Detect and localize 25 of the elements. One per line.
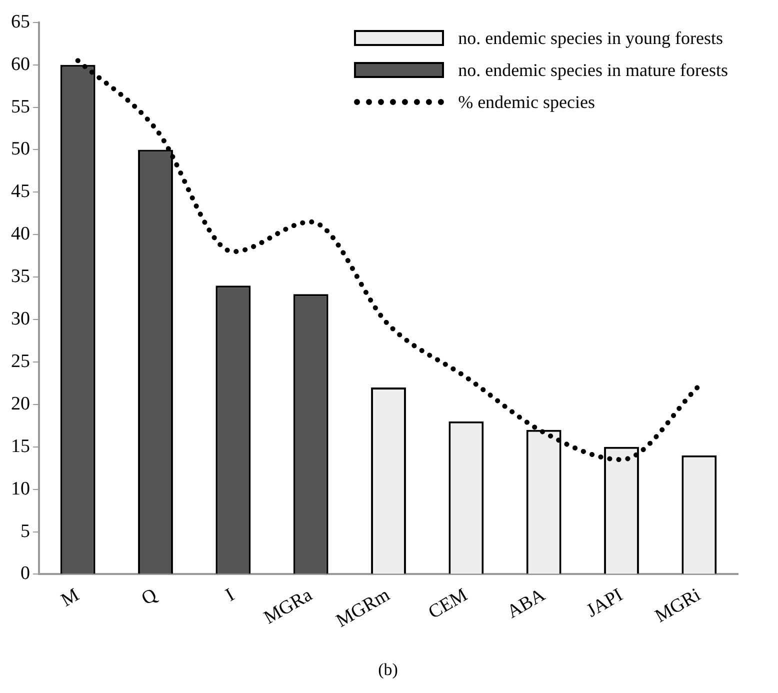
y-tick-label: 60 [11,54,30,75]
y-tick-label: 20 [11,393,30,414]
y-tick-label: 65 [11,11,30,32]
legend-label: % endemic species [458,92,596,112]
x-tick-label: ABA [504,584,550,623]
y-tick-label: 25 [11,350,30,372]
text: (b) [378,660,398,679]
x-tick-label: Q [138,584,161,610]
y-tick-label: 35 [11,266,30,288]
x-tick-label: I [222,584,238,606]
y-tick-label: 15 [11,436,30,457]
y-tick-label: 5 [20,520,30,542]
y-tick-label: 55 [11,96,30,118]
y-tick-label: 50 [11,138,30,160]
x-tick-label: M [58,584,83,612]
x-tick-label: JAPI [583,584,626,622]
y-tick-label: 10 [11,478,30,500]
y-tick-label: 0 [20,563,30,584]
y-tick-label: 45 [11,181,30,202]
x-tick-label: CEM [424,584,472,624]
legend-label: no. endemic species in young forests [458,28,724,48]
x-tick-label: MGRa [260,584,316,629]
legend-label: no. endemic species in mature forests [458,60,728,80]
y-tick-label: 40 [11,224,30,245]
y-tick-label: 30 [11,308,30,330]
